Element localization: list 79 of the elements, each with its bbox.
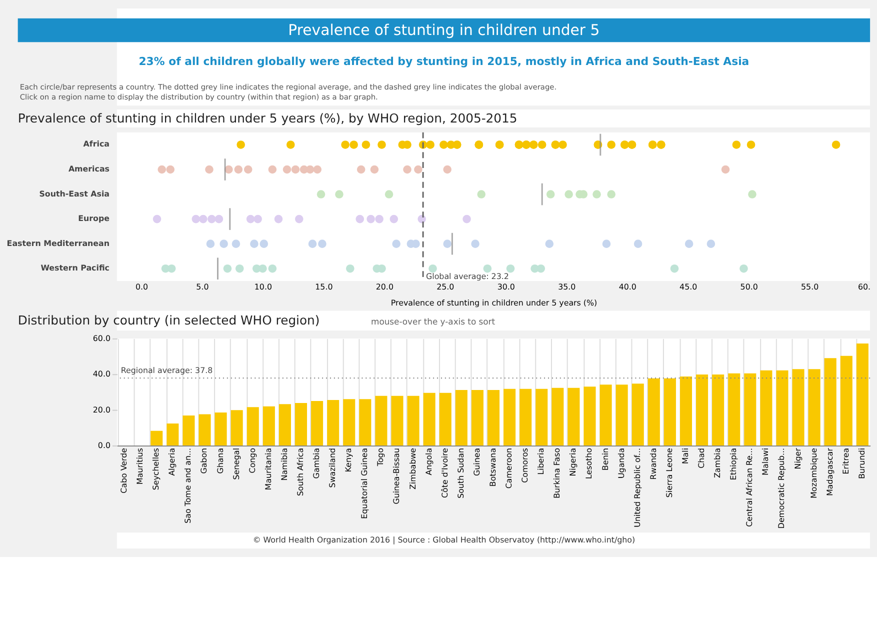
x-tick-label: South Sudan xyxy=(456,448,466,498)
y-tick-label: 40.0 xyxy=(92,370,110,379)
text: © World Health Organization 2016 | Source : Global Health Observatoy (http://www.who.int/gho) xyxy=(252,536,636,545)
x-tick-label: Angola xyxy=(424,448,434,476)
chart-subtitle: mouse-over the y-axis to sort xyxy=(371,316,496,327)
y-tick-label: South-East Asia xyxy=(39,189,110,198)
x-tick-label: Sao Tome and an... xyxy=(184,448,193,524)
x-tick-label: Côte d'Ivoire xyxy=(440,448,450,498)
x-tick-label: Gambia xyxy=(312,448,322,479)
x-tick-label: Central African Re... xyxy=(745,448,754,527)
x-tick-label: 35.0 xyxy=(558,282,576,292)
x-tick-label: Mauritania xyxy=(264,448,273,490)
text: Prevalence of stunting in children under 5 xyxy=(288,21,600,40)
x-tick-label: Namibia xyxy=(280,448,289,481)
x-tick-label: 10.0 xyxy=(254,282,272,292)
x-tick-label: Zimbabwe xyxy=(408,448,418,490)
ref-line-label: Regional average: 37.8 xyxy=(120,366,213,376)
x-tick-label: United Republic of... xyxy=(632,448,642,528)
y-tick-label: 0.0 xyxy=(98,440,110,450)
x-tick-label: Sierra Leone xyxy=(664,448,674,498)
x-tick-label: Democratic Repub... xyxy=(777,448,786,529)
x-tick-label: Equatorial Guinea xyxy=(360,448,370,519)
x-tick-label: Burundi xyxy=(857,448,866,479)
x-tick-label: Burkina Faso xyxy=(552,448,562,498)
x-tick-label: Swaziland xyxy=(328,448,338,488)
y-tick-label: 20.0 xyxy=(92,405,110,414)
x-tick-label: Cabo Verde xyxy=(120,448,129,494)
x-tick-label: 5.0 xyxy=(196,282,209,292)
x-tick-label: Benin xyxy=(600,448,610,470)
x-tick-label: South Africa xyxy=(296,448,305,496)
x-tick-label: Kenya xyxy=(344,448,354,472)
y-tick-label: Europe xyxy=(78,214,110,224)
x-tick-label: 45.0 xyxy=(680,282,698,292)
ref-line-label: Global average: 23.2 xyxy=(426,272,509,281)
x-tick-label: 30.0 xyxy=(497,282,515,292)
x-tick-label: Gabon xyxy=(200,448,209,474)
x-tick-label: Uganda xyxy=(616,448,626,478)
x-tick-label: Eritrea xyxy=(841,448,850,474)
y-tick-label: Eastern Mediterranean xyxy=(6,238,110,248)
x-tick-label: 20.0 xyxy=(376,282,394,292)
x-tick-label: Algeria xyxy=(168,448,177,476)
x-tick-label: Chad xyxy=(697,448,706,468)
chart-title: Distribution by country (in selected WHO region) xyxy=(18,314,320,328)
x-tick-label: Ethiopia xyxy=(729,448,738,480)
x-tick-label: 0.0 xyxy=(135,282,148,292)
x-tick-label: 55.0 xyxy=(801,282,819,292)
x-tick-label: Seychelles xyxy=(152,448,161,490)
x-tick-label: Guinea-Bissau xyxy=(392,448,402,504)
y-tick-label: 60.0 xyxy=(92,334,110,343)
x-tick-label: Malawi xyxy=(761,448,770,476)
x-tick-label: Mali xyxy=(680,448,690,464)
x-tick-label: 50.0 xyxy=(740,282,758,292)
x-tick-label: Rwanda xyxy=(648,448,658,480)
x-tick-label: Liberia xyxy=(536,448,546,475)
x-tick-label: Niger xyxy=(793,447,802,470)
x-tick-label: 40.0 xyxy=(618,282,636,292)
x-tick-label: Nigeria xyxy=(568,448,578,476)
y-tick-label: Africa xyxy=(83,140,110,149)
x-axis-title: Prevalence of stunting in children under 5 years (%) xyxy=(390,298,598,308)
x-tick-label: Mauritius xyxy=(136,448,145,485)
x-tick-label: Mozambique xyxy=(809,448,818,498)
x-tick-label: Lesotho xyxy=(584,448,594,479)
x-tick-label: 15.0 xyxy=(315,282,333,292)
x-tick-label: Madagascar xyxy=(825,447,834,496)
y-tick-label: Western Pacific xyxy=(40,264,110,273)
chart-title: Prevalence of stunting in children under 5 years (%), by WHO region, 2005-2015 xyxy=(18,111,518,126)
x-tick-label: Congo xyxy=(248,448,257,474)
x-tick-label: Cameroon xyxy=(504,448,514,489)
x-tick-label: Zambia xyxy=(713,448,722,478)
x-tick-label: Botswana xyxy=(488,448,498,487)
y-tick-label: Americas xyxy=(68,164,110,174)
x-tick-label: Comoros xyxy=(520,448,530,483)
x-tick-label: Togo xyxy=(376,448,386,468)
text: 23% of all children globally were affected by stunting in 2015, mostly in Africa and South-East Asia xyxy=(138,54,750,68)
x-tick-label: Senegal xyxy=(232,448,241,480)
x-tick-label: Ghana xyxy=(216,448,225,474)
x-tick-label: Guinea xyxy=(472,448,482,476)
x-tick-label: 60. xyxy=(858,282,871,292)
x-tick-label: 25.0 xyxy=(436,282,454,292)
